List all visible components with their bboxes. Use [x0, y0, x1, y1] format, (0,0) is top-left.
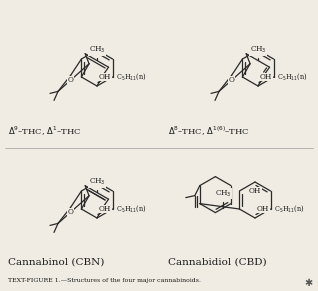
Text: TEXT-FIGURE 1.—Structures of the four major cannabinoids.: TEXT-FIGURE 1.—Structures of the four ma…	[8, 278, 201, 283]
Text: $\Delta^8$–THC, $\Delta^{1(6)}$–THC: $\Delta^8$–THC, $\Delta^{1(6)}$–THC	[168, 125, 250, 138]
Text: Cannabinol (CBN): Cannabinol (CBN)	[8, 258, 104, 267]
Text: $\Delta^9$–THC, $\Delta^1$–THC: $\Delta^9$–THC, $\Delta^1$–THC	[8, 125, 81, 138]
Text: CH$_3$: CH$_3$	[88, 177, 105, 187]
Text: CH$_3$: CH$_3$	[215, 188, 232, 198]
Text: Cannabidiol (CBD): Cannabidiol (CBD)	[168, 258, 266, 267]
Text: C$_5$H$_{11}$(n): C$_5$H$_{11}$(n)	[115, 72, 146, 82]
Text: C$_5$H$_{11}$(n): C$_5$H$_{11}$(n)	[273, 204, 304, 214]
Text: OH: OH	[257, 205, 269, 213]
Text: O: O	[68, 208, 74, 216]
Text: O: O	[68, 76, 74, 84]
Text: C$_5$H$_{11}$(n): C$_5$H$_{11}$(n)	[277, 72, 307, 82]
Text: CH$_3$: CH$_3$	[88, 45, 105, 56]
Text: CH$_3$: CH$_3$	[250, 45, 266, 56]
Text: OH: OH	[99, 205, 111, 213]
Text: O: O	[229, 76, 235, 84]
Text: OH: OH	[249, 187, 261, 195]
Text: ✱: ✱	[304, 278, 312, 288]
Text: OH: OH	[260, 73, 273, 81]
Text: OH: OH	[99, 73, 111, 81]
Text: C$_5$H$_{11}$(n): C$_5$H$_{11}$(n)	[115, 204, 146, 214]
